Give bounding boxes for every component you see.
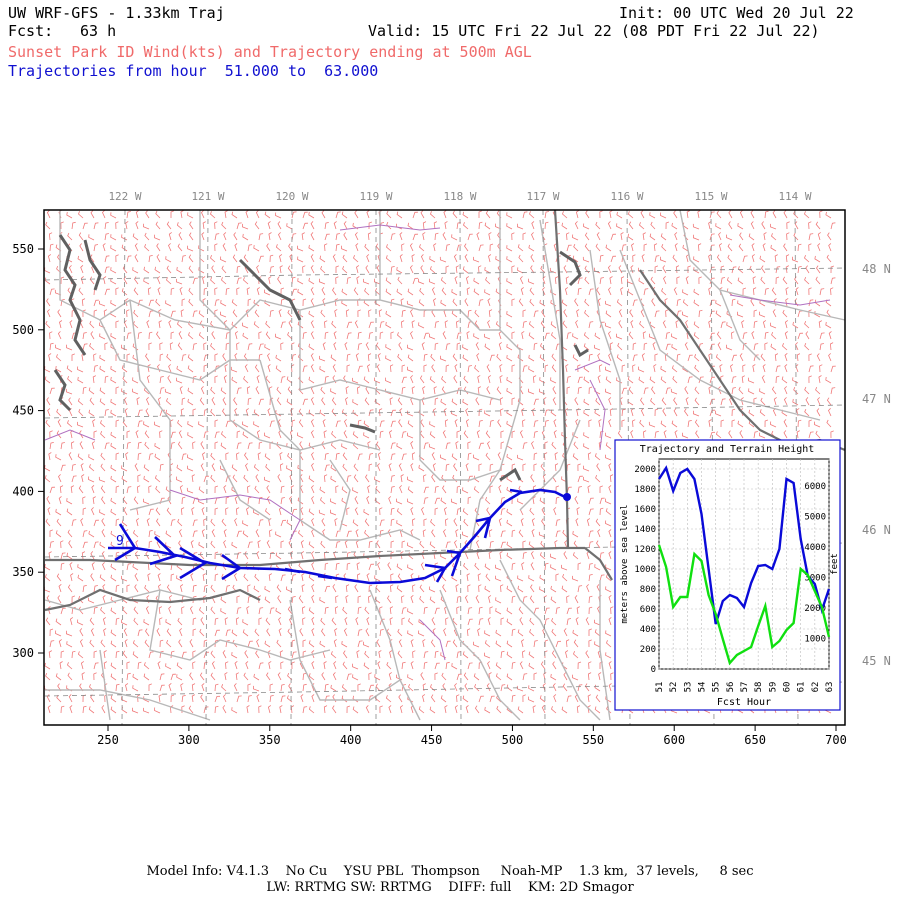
inset-hour-tick: 56 xyxy=(726,682,736,693)
inset-meter-tick: 200 xyxy=(640,645,656,655)
inset-meter-ticks: 0 200 400 600 800 1000 1200 1400 1600 1800 2000 xyxy=(634,465,656,675)
inset-feet-tick: 6000 xyxy=(804,482,826,492)
inset-hour-tick: 62 xyxy=(811,682,821,693)
y-tick-label: 450 xyxy=(12,404,34,418)
latitude-label: 47 N xyxy=(862,392,891,406)
inset-feet-tick: 3000 xyxy=(804,574,826,584)
inset-hour-tick: 52 xyxy=(669,682,679,693)
longitude-label: 118 W xyxy=(443,190,476,203)
inset-hour-tick: 51 xyxy=(655,682,665,693)
inset-left-axis-label: meters above sea level xyxy=(620,504,630,623)
init-time: Init: 00 UTC Wed 20 Jul 22 xyxy=(619,4,854,22)
trajectory-start-label: 9 xyxy=(116,534,124,549)
inset-meter-tick: 0 xyxy=(651,665,656,675)
inset-hour-tick: 58 xyxy=(754,682,764,693)
inset-hour-tick: 63 xyxy=(825,682,835,693)
valid-time: Valid: 15 UTC Fri 22 Jul 22 (08 PDT Fri … xyxy=(368,22,820,40)
longitude-label: 115 W xyxy=(694,190,727,203)
latitude-label: 45 N xyxy=(862,654,891,668)
inset-meter-tick: 1200 xyxy=(634,545,656,555)
inset-meter-tick: 1400 xyxy=(634,525,656,535)
region-outlines xyxy=(44,224,831,701)
inset-hour-tick: 60 xyxy=(783,682,793,693)
map-title: UW WRF-GFS - 1.33km Traj xyxy=(8,4,225,22)
inset-feet-tick: 1000 xyxy=(804,635,826,645)
inset-meter-tick: 2000 xyxy=(634,465,656,475)
longitude-label: 114 W xyxy=(778,190,811,203)
longitude-label: 116 W xyxy=(610,190,643,203)
x-tick-label: 500 xyxy=(502,733,524,747)
inset-hour-tick: 59 xyxy=(768,682,778,693)
inset-meter-tick: 1800 xyxy=(634,485,656,495)
x-axis-ticks: 250 300 350 400 450 500 550 600 650 700 xyxy=(97,725,847,747)
inset-meter-tick: 400 xyxy=(640,625,656,635)
inset-x-axis-label: Fcst Hour xyxy=(717,697,771,708)
x-tick-label: 250 xyxy=(97,733,119,747)
forecast-label: Fcst: xyxy=(8,22,54,40)
x-tick-label: 700 xyxy=(825,733,847,747)
county-boundaries xyxy=(44,209,846,721)
y-tick-label: 550 xyxy=(12,242,34,256)
longitude-label: 122 W xyxy=(108,190,141,203)
y-tick-label: 500 xyxy=(12,323,34,337)
inset-meter-tick: 800 xyxy=(640,585,656,595)
inset-hour-tick: 53 xyxy=(683,682,693,693)
inset-feet-ticks: 1000 2000 3000 4000 5000 6000 xyxy=(804,482,826,644)
latitude-label: 48 N xyxy=(862,262,891,276)
longitude-label: 117 W xyxy=(526,190,559,203)
y-tick-label: 350 xyxy=(12,565,34,579)
map-frame xyxy=(43,209,846,726)
inset-feet-tick: 2000 xyxy=(804,604,826,614)
trajectory-end-marker xyxy=(563,493,571,501)
trajectory-terrain-inset: Trajectory and Terrain Height 0200400600… xyxy=(614,439,841,711)
coastline-lakes xyxy=(53,234,589,482)
inset-feet-tick: 4000 xyxy=(804,543,826,553)
inset-hour-tick: 55 xyxy=(712,682,722,693)
inset-hour-tick: 61 xyxy=(797,682,807,693)
x-tick-label: 350 xyxy=(259,733,281,747)
y-tick-label: 300 xyxy=(12,646,34,660)
inset-meter-tick: 600 xyxy=(640,605,656,615)
terrain-height-line xyxy=(657,544,831,666)
model-info-line1: Model Info: V4.1.3 No Cu YSU PBL Thompso… xyxy=(146,864,754,879)
y-tick-label: 400 xyxy=(12,484,34,498)
x-tick-label: 450 xyxy=(421,733,443,747)
inset-hour-tick: 54 xyxy=(698,682,708,693)
inset-hour-tick: 57 xyxy=(740,682,750,693)
inset-meter-tick: 1000 xyxy=(634,565,656,575)
trajectory-height-line xyxy=(657,465,831,625)
trajectory-path xyxy=(108,488,566,585)
y-axis-ticks: 550 500 450 400 350 300 xyxy=(12,242,44,660)
longitude-labels: 122 W 121 W 120 W 119 W 118 W 117 W 116 W 115 W… xyxy=(108,190,811,203)
longitude-label: 120 W xyxy=(275,190,308,203)
longitude-label: 121 W xyxy=(191,190,224,203)
forecast-hour: 63 h xyxy=(80,22,117,40)
latitude-label: 46 N xyxy=(862,523,891,537)
inset-hour-ticks: 51 52 53 54 55 56 57 58 59 60 61 62 63 xyxy=(655,682,835,693)
inset-feet-tick: 5000 xyxy=(804,513,826,523)
model-info-line2: LW: RRTMG SW: RRTMG DIFF: full KM: 2D Sm… xyxy=(266,880,634,895)
map-subtitle: Sunset Park ID Wind(kts) and Trajectory … xyxy=(8,43,532,61)
inset-grid xyxy=(658,459,830,670)
inset-meter-tick: 1600 xyxy=(634,505,656,515)
x-tick-label: 650 xyxy=(744,733,766,747)
trajectory-range: Trajectories from hour 51.000 to 63.000 xyxy=(8,62,379,80)
inset-right-axis-label: feet xyxy=(830,553,840,575)
x-tick-label: 400 xyxy=(340,733,362,747)
longitude-label: 119 W xyxy=(359,190,392,203)
x-tick-label: 300 xyxy=(178,733,200,747)
x-tick-label: 600 xyxy=(663,733,685,747)
inset-series xyxy=(657,465,831,666)
map-canvas: 9 122 W 121 W 120 W 119 W 118 W 117 W 116 W 115… xyxy=(12,190,891,747)
x-tick-label: 550 xyxy=(582,733,604,747)
inset-title: Trajectory and Terrain Height xyxy=(640,444,815,455)
latitude-labels: 48 N 47 N 46 N 45 N xyxy=(862,262,891,668)
